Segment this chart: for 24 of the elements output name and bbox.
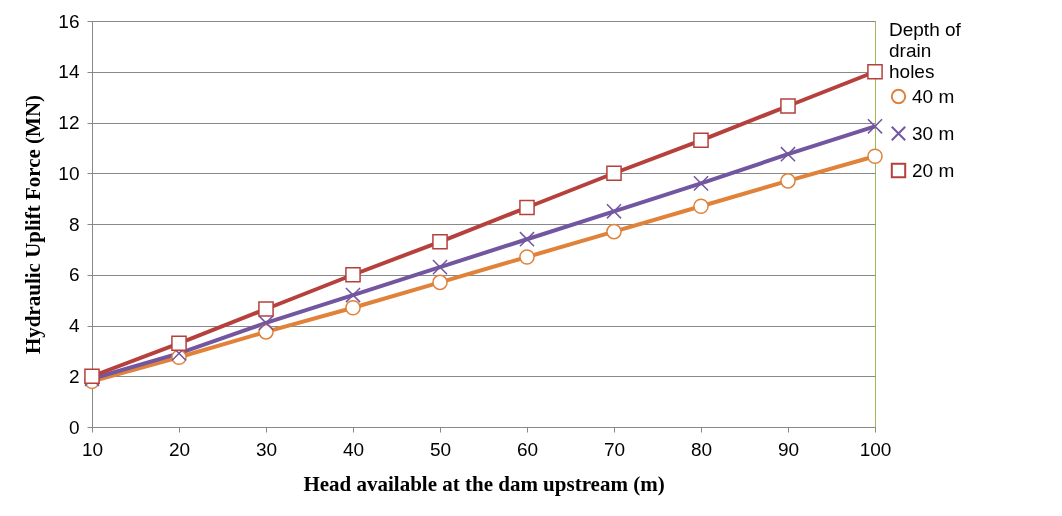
x-tick-label: 20: [168, 438, 191, 460]
y-tick-label: 0: [68, 416, 80, 438]
y-tick-label: 10: [58, 162, 80, 184]
x-tick-label: 80: [690, 438, 713, 460]
x-tick-label: 100: [859, 438, 892, 460]
y-tick-label: 16: [58, 10, 80, 32]
x-tick-label: 50: [429, 438, 452, 460]
y-tick-label: 6: [68, 264, 80, 286]
x-tick-label: 90: [777, 438, 800, 460]
y-tick-label: 14: [58, 61, 80, 83]
legend-label: 20 m: [912, 159, 955, 181]
x-tick-label: 70: [603, 438, 626, 460]
x-axis-title: Head available at the dam upstream (m): [303, 471, 665, 496]
y-tick-label: 4: [68, 315, 80, 336]
y-tick-label: 12: [58, 112, 80, 133]
legend-label: 40 m: [912, 85, 955, 107]
y-axis-title: Hydraulic Uplift Force (MN): [21, 94, 46, 355]
x-tick-label: 30: [255, 438, 278, 460]
legend-label: 30 m: [912, 122, 955, 144]
legend-title: Depth of drain holes: [889, 19, 962, 82]
x-tick-label: 40: [342, 438, 365, 460]
y-tick-label: 8: [68, 213, 80, 235]
y-tick-label: 2: [68, 365, 80, 387]
x-tick-label: 60: [516, 438, 539, 460]
